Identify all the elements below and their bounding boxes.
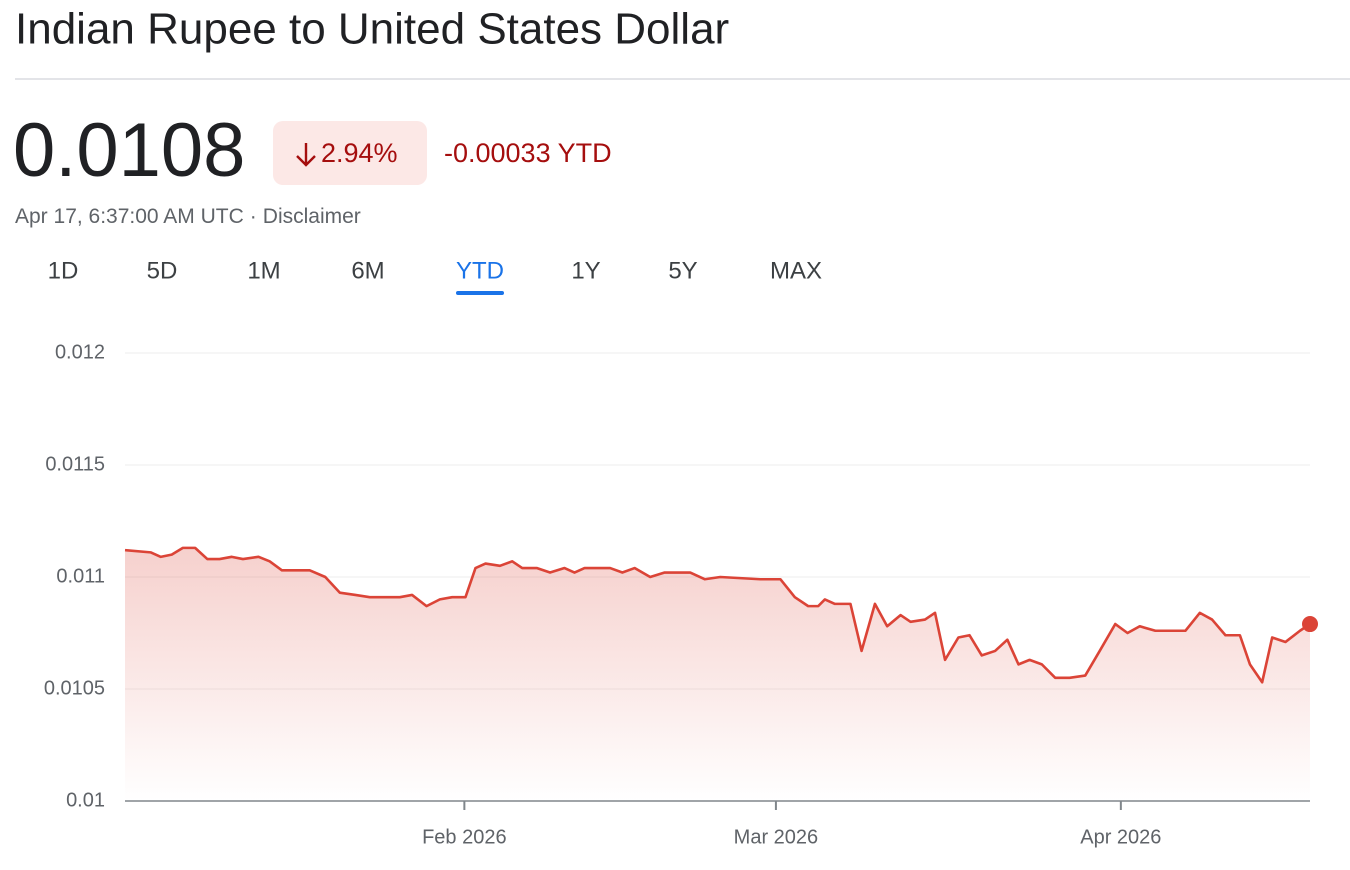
range-tab[interactable]: 1M	[247, 257, 280, 284]
range-tab[interactable]: 1Y	[571, 257, 600, 284]
y-tick-label: 0.0115	[45, 453, 105, 475]
y-tick-label: 0.012	[55, 341, 105, 363]
last-point	[1302, 616, 1318, 633]
page-title: Indian Rupee to United States Dollar	[15, 5, 729, 54]
change-value: -0.00033 YTD	[444, 138, 612, 168]
x-tick-label: Feb 2026	[422, 826, 507, 848]
separator: ·	[250, 205, 257, 228]
y-tick-label: 0.011	[56, 565, 105, 587]
price-line	[124, 546, 1311, 684]
range-tab[interactable]: 1D	[48, 257, 79, 284]
range-tab[interactable]: YTD	[456, 257, 504, 284]
change-percent: 2.94%	[321, 138, 398, 168]
down-arrow	[296, 143, 316, 167]
tab-underline	[456, 291, 504, 295]
disclaimer[interactable]: Disclaimer	[263, 205, 361, 228]
y-tick-label: 0.0105	[44, 677, 105, 699]
timestamp: Apr 17, 6:37:00 AM UTC	[15, 205, 244, 228]
timestamp-line: Apr 17, 6:37:00 AM UTC · Disclaimer	[15, 205, 361, 228]
chart: 0.01 0.0105 0.011 0.0115 0.012 Feb 2026 Mar 20…	[44, 341, 1318, 848]
area-fill	[125, 547, 1310, 801]
x-tick-label: Mar 2026	[734, 826, 819, 848]
range-tab[interactable]: MAX	[770, 257, 822, 284]
price: 0.0108	[13, 108, 245, 193]
y-tick-label: 0.01	[66, 789, 105, 811]
range-tab[interactable]: 5Y	[668, 257, 697, 284]
range-tab[interactable]: 6M	[351, 257, 384, 284]
range-tab[interactable]: 5D	[147, 257, 178, 284]
range-tabs: 1D 5D 1M 6M YTD 1Y 5Y MAX	[48, 257, 822, 295]
change-badge	[273, 121, 427, 185]
x-tick-label: Apr 2026	[1080, 826, 1161, 848]
